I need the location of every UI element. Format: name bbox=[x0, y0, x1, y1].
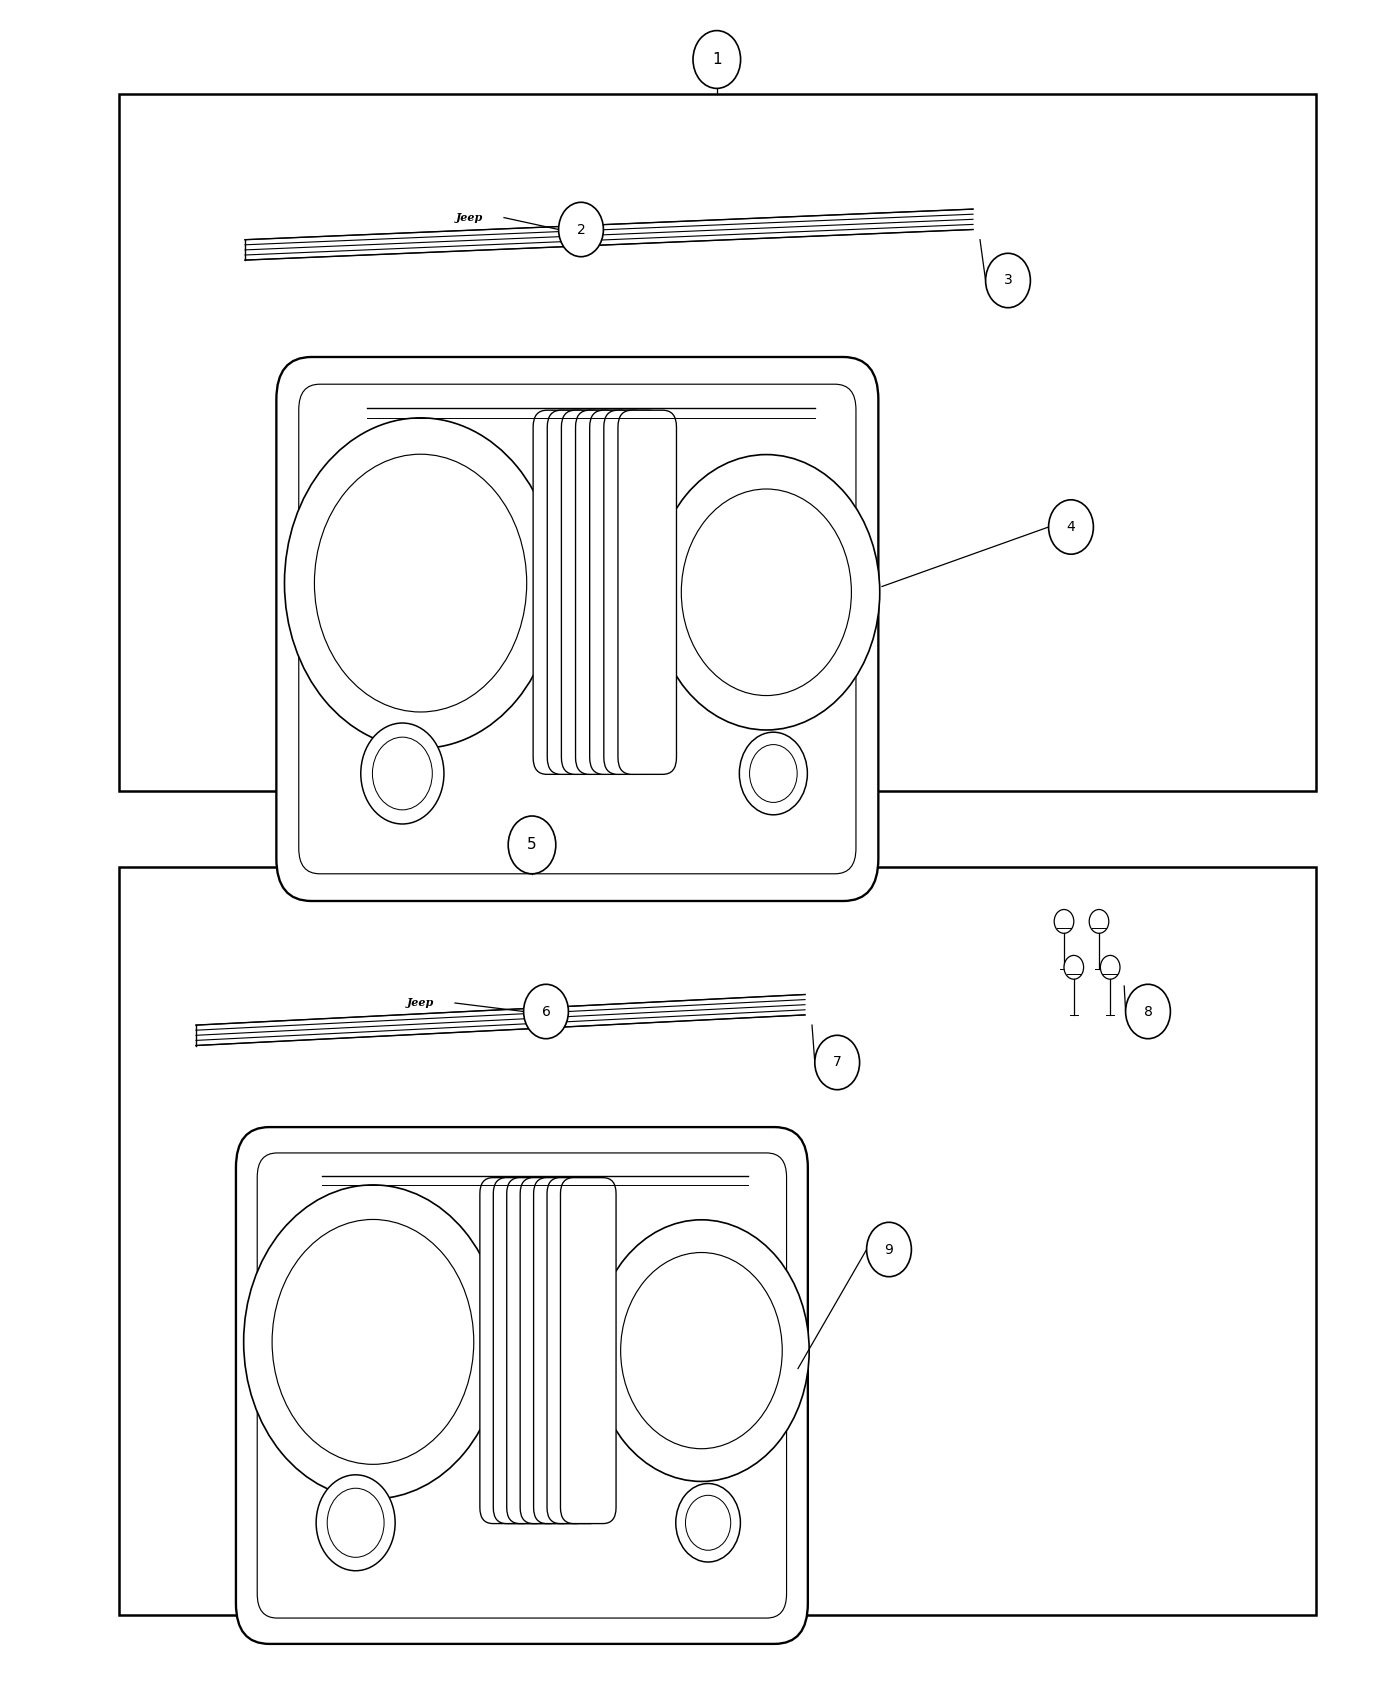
Circle shape bbox=[693, 31, 741, 88]
Circle shape bbox=[316, 1476, 395, 1571]
Circle shape bbox=[328, 1488, 384, 1557]
Circle shape bbox=[867, 1222, 911, 1277]
FancyBboxPatch shape bbox=[533, 1178, 589, 1523]
Circle shape bbox=[372, 738, 433, 809]
Circle shape bbox=[749, 745, 797, 802]
FancyBboxPatch shape bbox=[276, 357, 878, 901]
FancyBboxPatch shape bbox=[480, 1178, 535, 1523]
Circle shape bbox=[1064, 955, 1084, 979]
Text: Jeep: Jeep bbox=[406, 998, 434, 1008]
Circle shape bbox=[594, 1221, 809, 1481]
Circle shape bbox=[508, 816, 556, 874]
FancyBboxPatch shape bbox=[575, 410, 634, 775]
Circle shape bbox=[686, 1496, 731, 1550]
Circle shape bbox=[620, 1253, 783, 1448]
Circle shape bbox=[361, 722, 444, 824]
FancyBboxPatch shape bbox=[521, 1178, 575, 1523]
FancyBboxPatch shape bbox=[617, 410, 676, 775]
Circle shape bbox=[315, 454, 526, 712]
FancyBboxPatch shape bbox=[119, 94, 1316, 790]
Circle shape bbox=[1126, 984, 1170, 1039]
Circle shape bbox=[559, 202, 603, 257]
Circle shape bbox=[676, 1484, 741, 1562]
Text: Jeep: Jeep bbox=[455, 212, 483, 223]
Circle shape bbox=[739, 733, 808, 814]
FancyBboxPatch shape bbox=[561, 410, 620, 775]
FancyBboxPatch shape bbox=[493, 1178, 549, 1523]
Text: 1: 1 bbox=[713, 53, 721, 66]
Circle shape bbox=[1089, 910, 1109, 933]
FancyBboxPatch shape bbox=[547, 1178, 602, 1523]
Circle shape bbox=[652, 454, 879, 729]
FancyBboxPatch shape bbox=[533, 410, 592, 775]
Circle shape bbox=[272, 1219, 473, 1464]
Circle shape bbox=[284, 418, 557, 748]
FancyBboxPatch shape bbox=[560, 1178, 616, 1523]
Circle shape bbox=[1100, 955, 1120, 979]
FancyBboxPatch shape bbox=[237, 1127, 808, 1644]
Text: 4: 4 bbox=[1067, 520, 1075, 534]
Circle shape bbox=[986, 253, 1030, 308]
FancyBboxPatch shape bbox=[603, 410, 662, 775]
Circle shape bbox=[682, 490, 851, 695]
Circle shape bbox=[1054, 910, 1074, 933]
Text: 5: 5 bbox=[528, 838, 536, 852]
Text: 3: 3 bbox=[1004, 274, 1012, 287]
Text: 7: 7 bbox=[833, 1056, 841, 1069]
FancyBboxPatch shape bbox=[507, 1178, 563, 1523]
Circle shape bbox=[244, 1185, 503, 1499]
FancyBboxPatch shape bbox=[119, 867, 1316, 1615]
FancyBboxPatch shape bbox=[547, 410, 606, 775]
Text: 8: 8 bbox=[1144, 1005, 1152, 1018]
Circle shape bbox=[815, 1035, 860, 1090]
Text: 6: 6 bbox=[542, 1005, 550, 1018]
Text: 2: 2 bbox=[577, 223, 585, 236]
Text: 9: 9 bbox=[885, 1243, 893, 1256]
Circle shape bbox=[1049, 500, 1093, 554]
Circle shape bbox=[524, 984, 568, 1039]
FancyBboxPatch shape bbox=[589, 410, 648, 775]
